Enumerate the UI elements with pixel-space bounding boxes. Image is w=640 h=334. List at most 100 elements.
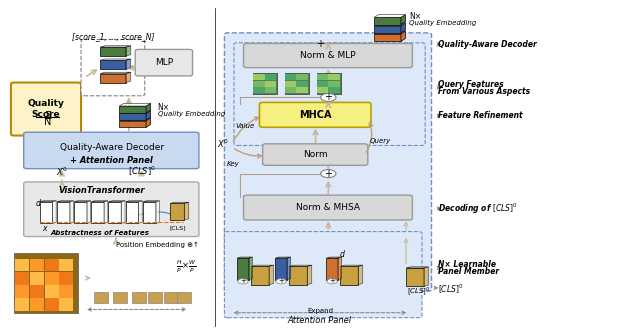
Polygon shape <box>401 31 405 41</box>
Bar <box>328 74 340 80</box>
Bar <box>92 202 104 223</box>
Polygon shape <box>326 257 342 258</box>
Bar <box>94 292 108 303</box>
Bar <box>328 80 340 87</box>
Bar <box>374 26 401 33</box>
Bar <box>119 113 146 120</box>
Polygon shape <box>121 201 125 223</box>
Text: N×: N× <box>157 103 170 112</box>
Text: N: N <box>44 117 52 127</box>
Polygon shape <box>184 202 189 220</box>
Polygon shape <box>374 23 405 26</box>
Polygon shape <box>374 31 405 34</box>
Bar <box>285 87 296 94</box>
FancyBboxPatch shape <box>24 132 199 169</box>
Bar <box>285 72 309 94</box>
Circle shape <box>238 279 248 284</box>
Text: Decoding of $[CLS]^0$: Decoding of $[CLS]^0$ <box>438 201 518 216</box>
Text: +: + <box>240 278 246 284</box>
Bar <box>177 292 191 303</box>
Polygon shape <box>401 15 405 25</box>
Bar <box>285 80 296 87</box>
Bar <box>340 267 358 285</box>
Bar <box>119 106 146 113</box>
Bar <box>296 80 308 87</box>
Bar <box>125 202 138 223</box>
Polygon shape <box>338 257 342 280</box>
Bar <box>275 258 287 280</box>
FancyBboxPatch shape <box>225 33 431 291</box>
Bar <box>45 285 59 298</box>
Polygon shape <box>170 202 189 203</box>
Bar <box>326 258 338 280</box>
Bar <box>317 87 328 94</box>
Text: +: + <box>329 278 335 284</box>
Bar <box>251 267 269 285</box>
Text: Quality-Aware Decoder: Quality-Aware Decoder <box>60 143 164 152</box>
Bar <box>132 292 146 303</box>
Text: Expand: Expand <box>307 308 333 314</box>
Polygon shape <box>374 15 405 17</box>
Polygon shape <box>287 257 291 280</box>
Bar <box>57 202 70 223</box>
FancyBboxPatch shape <box>135 49 193 76</box>
Bar <box>45 299 59 311</box>
Polygon shape <box>100 59 131 60</box>
Bar <box>253 87 264 94</box>
Bar <box>328 87 340 94</box>
Text: $X^0$: $X^0$ <box>56 165 68 177</box>
Bar <box>60 259 74 271</box>
Text: MLP: MLP <box>155 58 173 67</box>
Bar <box>74 202 87 223</box>
Polygon shape <box>406 267 428 268</box>
Text: $\frac{H}{P}$×$\frac{W}{P}$: $\frac{H}{P}$×$\frac{W}{P}$ <box>176 258 196 275</box>
Circle shape <box>276 279 286 284</box>
Polygon shape <box>289 265 312 267</box>
Bar <box>374 17 401 25</box>
FancyBboxPatch shape <box>81 39 145 96</box>
Text: Query Features: Query Features <box>438 80 504 90</box>
Polygon shape <box>156 201 159 223</box>
Text: Feature Refinement: Feature Refinement <box>438 111 522 120</box>
Text: + Attention Panel: + Attention Panel <box>70 156 153 165</box>
Bar <box>15 272 29 285</box>
Bar <box>100 73 125 82</box>
FancyBboxPatch shape <box>11 82 81 136</box>
Bar <box>285 74 296 80</box>
Text: Quality
Score: Quality Score <box>28 99 65 119</box>
Bar <box>14 253 78 313</box>
Bar <box>100 60 125 69</box>
Bar <box>264 74 276 80</box>
Text: VisionTransformer: VisionTransformer <box>59 186 145 195</box>
FancyBboxPatch shape <box>24 182 199 236</box>
Polygon shape <box>100 72 131 73</box>
FancyBboxPatch shape <box>244 195 412 220</box>
Bar <box>100 47 125 56</box>
Bar <box>60 285 74 298</box>
Text: +: + <box>278 278 284 284</box>
Text: +: + <box>324 93 332 103</box>
Bar <box>296 74 308 80</box>
Text: $[CLS]^0$: $[CLS]^0$ <box>407 285 431 298</box>
Bar <box>148 292 162 303</box>
Bar <box>60 272 74 285</box>
Bar <box>170 203 184 220</box>
Polygon shape <box>401 23 405 33</box>
Polygon shape <box>125 201 142 202</box>
Circle shape <box>321 94 336 102</box>
Polygon shape <box>146 118 150 127</box>
Polygon shape <box>119 104 150 106</box>
Text: Norm & MLP: Norm & MLP <box>300 51 356 60</box>
FancyBboxPatch shape <box>234 43 425 146</box>
Polygon shape <box>143 201 159 202</box>
Text: Value: Value <box>236 123 255 129</box>
Polygon shape <box>424 267 428 286</box>
Bar <box>253 72 277 94</box>
Text: Query: Query <box>370 139 391 145</box>
Bar <box>30 299 44 311</box>
Polygon shape <box>125 59 131 69</box>
Bar <box>264 80 276 87</box>
Text: Panel Member: Panel Member <box>438 267 499 276</box>
Text: $[CLS]^0$: $[CLS]^0$ <box>438 283 463 296</box>
Text: $X^0$: $X^0$ <box>218 138 230 150</box>
